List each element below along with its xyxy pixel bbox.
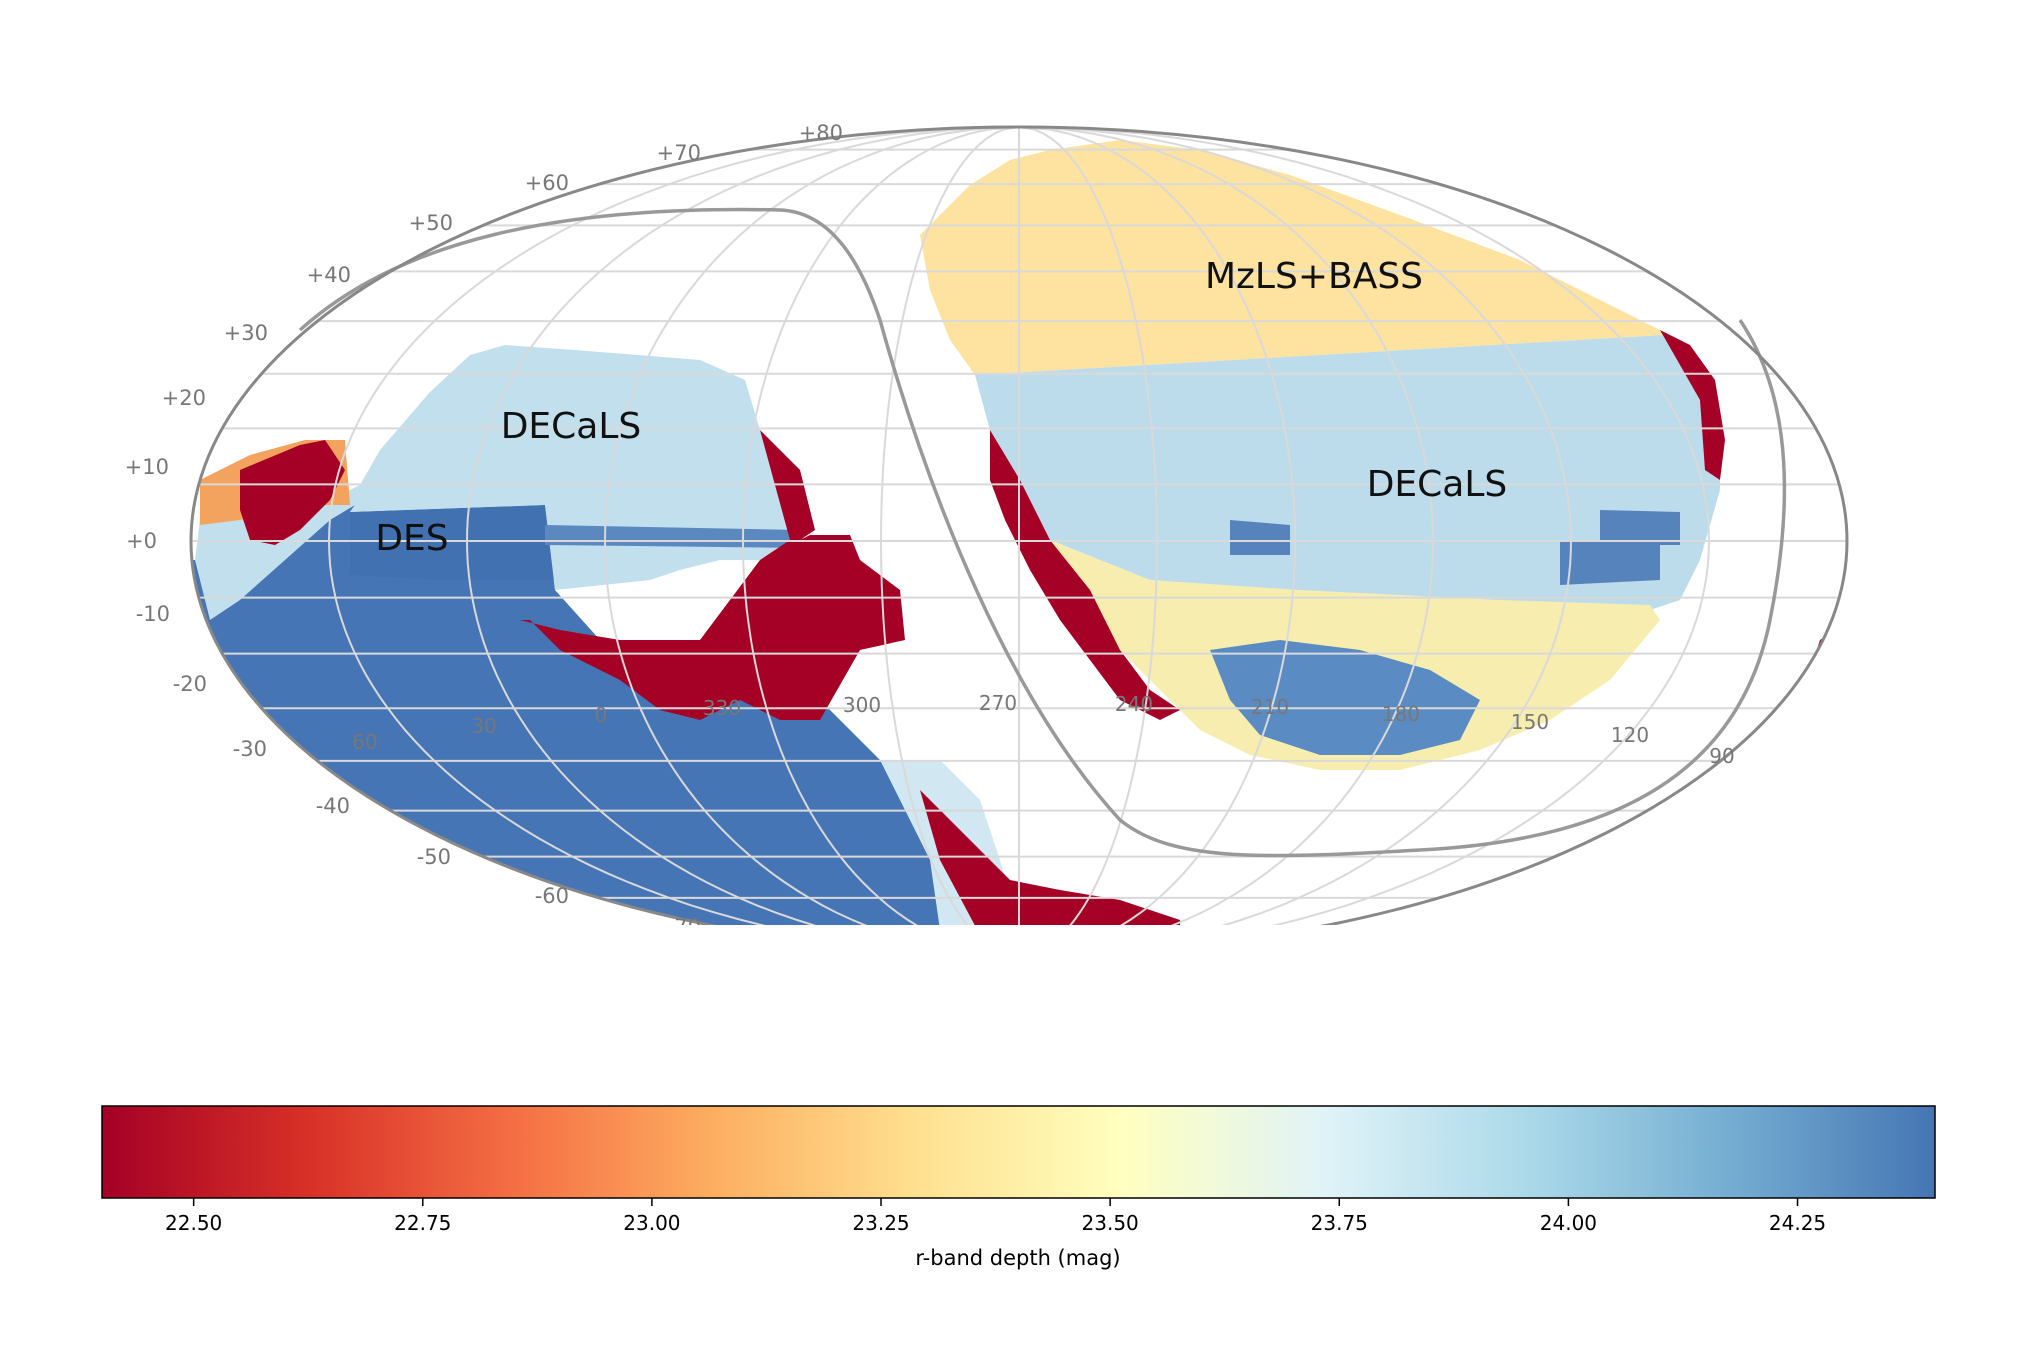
dec-label: -70 bbox=[667, 915, 701, 939]
sky-map: 60 30 0 330 300 270 240 210 180 150 120 … bbox=[125, 121, 1849, 939]
galactic-boundary bbox=[298, 207, 1787, 858]
dec-label: -10 bbox=[136, 602, 170, 626]
ra-label: 180 bbox=[1382, 702, 1420, 726]
footprint-decals-band bbox=[545, 525, 805, 548]
colorbar-tick-label: 24.25 bbox=[1769, 1211, 1826, 1235]
footprint-decals-north-deep-1 bbox=[1230, 520, 1290, 555]
footprint-north-east-edge bbox=[1660, 330, 1725, 480]
footprint-west-red bbox=[240, 440, 345, 545]
ra-labels: 60 30 0 330 300 270 240 210 180 150 120 … bbox=[352, 691, 1734, 768]
ra-label: 330 bbox=[703, 696, 741, 720]
footprint-decals-north-deep-2 bbox=[1600, 510, 1680, 545]
colorbar-tick-label: 22.50 bbox=[165, 1211, 222, 1235]
survey-labels: MzLS+BASS DECaLS DECaLS DES bbox=[375, 256, 1507, 559]
dec-label: +0 bbox=[126, 529, 157, 553]
dec-label: +60 bbox=[525, 171, 569, 195]
dec-label: -40 bbox=[316, 794, 350, 818]
survey-label-decals-north: DECaLS bbox=[1367, 464, 1508, 505]
ra-label: 30 bbox=[471, 714, 496, 738]
ra-label: 210 bbox=[1251, 695, 1289, 719]
colorbar-tick-label: 22.75 bbox=[394, 1211, 451, 1235]
footprint-decals-north-deep-3 bbox=[1560, 540, 1660, 585]
dec-label: +50 bbox=[409, 211, 453, 235]
dec-label: -30 bbox=[233, 737, 267, 761]
dec-label: +20 bbox=[162, 386, 206, 410]
dec-label: +80 bbox=[799, 121, 843, 145]
colorbar: 22.50 22.75 23.00 23.25 23.50 23.75 24.00 24.25… bbox=[101, 1105, 1936, 1270]
sky-outline bbox=[189, 125, 1849, 925]
colorbar-tick-label: 23.50 bbox=[1082, 1211, 1139, 1235]
dec-labels: +80 +70 +60 +50 +40 +30 +20 +10 +0 -10 -… bbox=[125, 121, 843, 939]
colorbar-label: r-band depth (mag) bbox=[915, 1246, 1120, 1270]
ra-label: 90 bbox=[1709, 744, 1734, 768]
survey-footprints bbox=[191, 140, 1847, 925]
ra-label: 120 bbox=[1611, 723, 1649, 747]
colorbar-tick-label: 24.00 bbox=[1540, 1211, 1597, 1235]
dec-label: +40 bbox=[307, 263, 351, 287]
dec-label: +70 bbox=[657, 141, 701, 165]
footprint-shallow-south bbox=[520, 430, 905, 720]
dec-label: +10 bbox=[125, 455, 169, 479]
dec-label: -60 bbox=[535, 884, 569, 908]
ra-label: 150 bbox=[1511, 710, 1549, 734]
colorbar-gradient bbox=[101, 1105, 1936, 1199]
colorbar-tick-label: 23.00 bbox=[623, 1211, 680, 1235]
survey-label-decals-south: DECaLS bbox=[501, 406, 642, 447]
dec-label: +30 bbox=[224, 321, 268, 345]
footprint-mzls-bass bbox=[920, 140, 1665, 375]
colorbar-tick-label: 23.25 bbox=[852, 1211, 909, 1235]
ra-label: 300 bbox=[843, 693, 881, 717]
colorbar-ticks: 22.50 22.75 23.00 23.25 23.50 23.75 24.00 24.25 bbox=[165, 1198, 1826, 1235]
ra-label: 60 bbox=[352, 730, 377, 754]
dec-label: -20 bbox=[173, 672, 207, 696]
colorbar-tick-label: 23.75 bbox=[1311, 1211, 1368, 1235]
ra-label: 0 bbox=[595, 703, 608, 727]
footprint-decals-south bbox=[195, 345, 810, 620]
footprint-des-strip bbox=[350, 505, 555, 580]
dec-label: -50 bbox=[417, 845, 451, 869]
graticule bbox=[191, 126, 1847, 925]
survey-label-mzls-bass: MzLS+BASS bbox=[1205, 256, 1423, 297]
ra-label: 270 bbox=[979, 691, 1017, 715]
survey-label-des: DES bbox=[375, 518, 448, 559]
ra-label: 240 bbox=[1115, 692, 1153, 716]
